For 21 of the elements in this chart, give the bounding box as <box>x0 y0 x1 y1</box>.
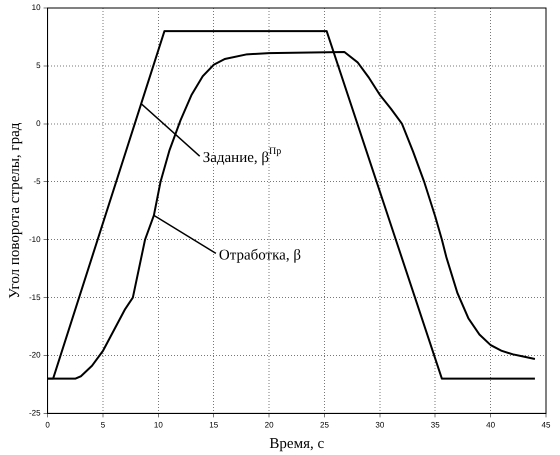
x-tick-label: 25 <box>320 420 330 430</box>
x-tick-label: 20 <box>264 420 274 430</box>
x-tick-label: 40 <box>486 420 496 430</box>
x-tick-label: 0 <box>45 420 50 430</box>
x-tick-label: 15 <box>209 420 219 430</box>
x-tick-label: 10 <box>154 420 164 430</box>
annotation: Отработка, β <box>218 247 301 264</box>
y-tick-label: 5 <box>36 61 42 70</box>
y-tick-label: -10 <box>29 234 42 244</box>
y-tick-label: -15 <box>29 292 42 302</box>
y-tick-label: -25 <box>29 408 42 418</box>
y-tick-label: 0 <box>36 119 42 128</box>
y-axis-title: Угол поворота стрелы, град <box>6 122 23 299</box>
x-tick-label: 5 <box>100 420 106 430</box>
x-axis-title: Время, с <box>269 436 324 452</box>
y-tick-label: 10 <box>32 3 42 12</box>
x-tick-label: 35 <box>430 420 440 430</box>
x-tick-label: 45 <box>542 420 551 430</box>
y-tick-label: -5 <box>33 176 42 186</box>
x-tick-label: 30 <box>375 420 385 430</box>
y-tick-label: -20 <box>29 350 42 360</box>
